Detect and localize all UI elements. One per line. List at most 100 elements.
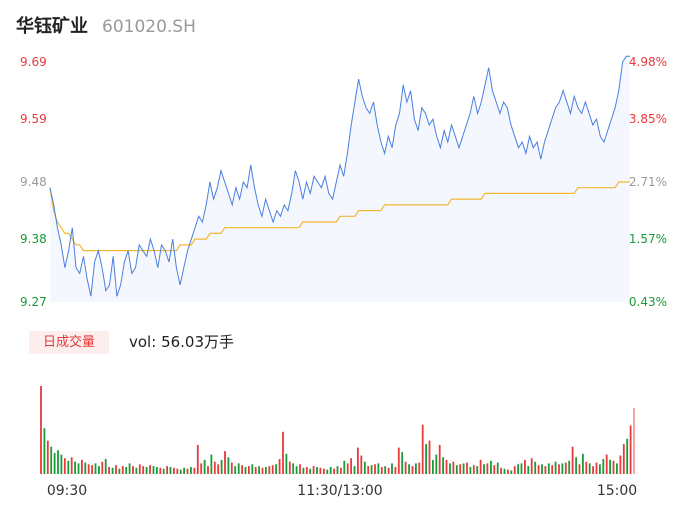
volume-bar	[285, 453, 288, 474]
volume-bar	[169, 467, 172, 474]
percent-tick-label: 4.98%	[629, 55, 667, 69]
volume-bar	[323, 468, 325, 474]
volume-bar	[230, 462, 233, 474]
volume-bar	[466, 462, 468, 474]
volume-bar	[282, 431, 284, 474]
volume-bar	[578, 464, 581, 474]
volume-bar	[370, 465, 373, 474]
percent-tick-label: 1.57%	[629, 232, 667, 246]
volume-bar	[295, 466, 298, 474]
time-tick-label: 11:30/13:00	[297, 483, 382, 499]
volume-bar	[619, 455, 622, 474]
volume-bar	[40, 386, 42, 474]
volume-bar	[561, 463, 564, 474]
volume-bar	[524, 459, 526, 474]
volume-bar	[46, 440, 49, 474]
volume-bar	[254, 467, 257, 474]
volume-bar	[115, 465, 117, 474]
volume-bar	[244, 467, 247, 474]
volume-bar	[609, 459, 611, 474]
volume-bar	[585, 461, 588, 474]
volume-bar	[316, 467, 318, 474]
volume-bar	[438, 445, 441, 474]
volume-bar	[193, 467, 196, 474]
volume-bar	[510, 470, 513, 474]
volume-bar	[145, 467, 148, 474]
percent-tick-label: 3.85%	[629, 112, 667, 126]
volume-bar	[77, 463, 80, 474]
volume-bar	[571, 446, 574, 474]
volume-bar	[459, 464, 462, 474]
volume-bar	[568, 460, 571, 474]
volume-bar	[575, 457, 577, 474]
price-area	[50, 56, 630, 302]
volume-bar	[70, 457, 73, 474]
volume-bar	[179, 469, 182, 474]
volume-bar	[135, 467, 138, 474]
volume-bar	[605, 454, 608, 474]
price-tick-label: 9.48	[20, 175, 47, 189]
volume-bar	[541, 464, 543, 474]
volume-value: 56.03万手	[161, 333, 235, 351]
volume-bar	[367, 466, 370, 474]
price-axis: 9.69 9.59 9.48 9.38 9.27	[20, 55, 47, 309]
volume-bar	[387, 467, 390, 474]
volume-bar	[203, 459, 206, 474]
volume-bar	[622, 444, 625, 474]
volume-bar	[397, 447, 400, 474]
price-tick-label: 9.69	[20, 55, 47, 69]
percent-tick-label: 2.71%	[629, 175, 667, 189]
volume-bar	[312, 466, 315, 474]
volume-bar	[227, 457, 230, 474]
price-tick-label: 9.27	[20, 295, 47, 309]
volume-bar	[186, 468, 189, 474]
volume-bar	[472, 465, 475, 474]
volume-bar	[554, 461, 557, 474]
volume-bar	[357, 447, 359, 474]
volume-bar	[520, 463, 523, 474]
volume-bar	[152, 466, 155, 474]
volume-bar	[200, 463, 203, 474]
volume-bar	[326, 469, 329, 474]
volume-bar	[261, 467, 264, 474]
volume-bar	[360, 455, 363, 474]
volume-bar	[173, 467, 175, 474]
volume-bar	[74, 461, 76, 474]
volume-bar	[493, 465, 496, 474]
volume-bar	[84, 462, 87, 474]
volume-bar	[108, 467, 110, 474]
volume-bar	[612, 460, 615, 474]
volume-bar	[118, 468, 121, 474]
volume-bar	[401, 452, 404, 474]
volume-bar	[415, 463, 417, 474]
volume-bar	[380, 467, 383, 474]
volume-bar	[275, 464, 277, 474]
volume-bar	[336, 466, 339, 474]
volume-bar	[517, 464, 519, 474]
volume-bar	[149, 465, 151, 474]
volume-bar	[111, 467, 114, 474]
volume-bar	[190, 467, 192, 474]
stock-header: 华钰矿业 601020.SH	[16, 12, 196, 40]
volume-bar	[67, 460, 70, 474]
volume-bar	[476, 466, 479, 474]
volume-bar	[346, 463, 349, 474]
percent-tick-label: 0.43%	[629, 295, 667, 309]
volume-bar	[479, 459, 482, 474]
volume-bar	[445, 459, 448, 474]
volume-bar	[490, 460, 492, 474]
time-tick-label: 15:00	[597, 483, 637, 499]
volume-bar	[333, 468, 335, 474]
volume-bar	[258, 466, 260, 474]
volume-bar	[602, 459, 605, 474]
volume-bar	[503, 468, 506, 474]
volume-bar	[428, 440, 431, 474]
volume-bar	[595, 462, 598, 474]
volume-bar	[309, 468, 312, 474]
volume-bar	[125, 467, 128, 474]
volume-bar	[404, 461, 407, 474]
volume-bar	[418, 462, 421, 474]
volume-bar	[558, 464, 560, 474]
volume-bar	[142, 466, 145, 474]
